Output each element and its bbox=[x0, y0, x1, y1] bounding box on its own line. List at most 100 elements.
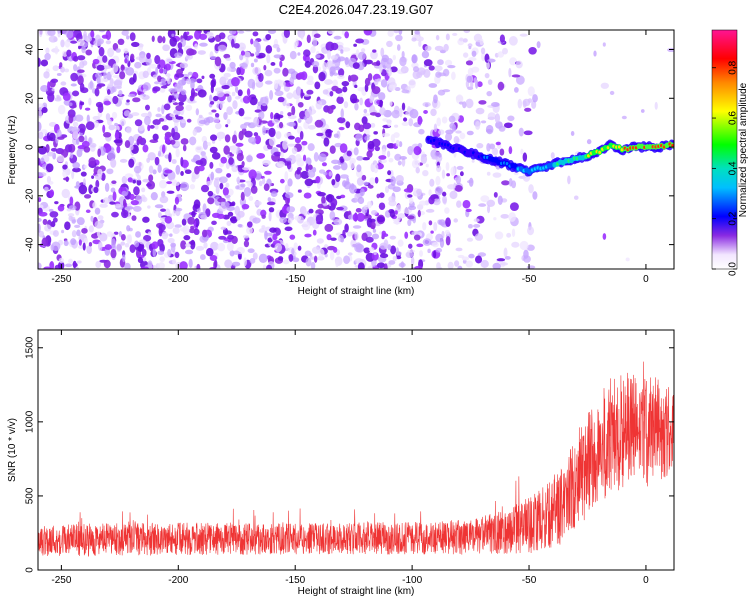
spectrogram-noise-blob bbox=[82, 60, 88, 66]
spectrogram-noise-blob bbox=[294, 137, 301, 144]
spectrogram-noise-blob bbox=[147, 205, 151, 209]
spectrogram-noise-blob bbox=[151, 241, 159, 249]
spectrogram-noise-blob bbox=[227, 211, 234, 217]
spectrogram-noise-blob bbox=[371, 251, 379, 261]
spectrogram-noise-blob bbox=[511, 228, 516, 238]
spectrogram-noise-blob bbox=[62, 92, 71, 101]
spectrogram-noise-blob bbox=[480, 120, 487, 124]
spectrogram-noise-blob bbox=[111, 86, 117, 93]
spectrogram-noise-blob bbox=[127, 177, 133, 183]
spectrogram-noise-blob bbox=[308, 208, 314, 214]
spectrogram-noise-blob bbox=[359, 188, 365, 197]
spectrogram-y-tick-label: -20 bbox=[25, 188, 36, 203]
spectrogram-noise-blob bbox=[157, 107, 161, 112]
spectrogram-noise-blob bbox=[44, 53, 51, 61]
spectrogram-noise-blob bbox=[225, 182, 230, 188]
spectrogram-noise-blob bbox=[128, 158, 135, 168]
spectrogram-noise-blob bbox=[355, 38, 365, 44]
spectrogram-noise-blob bbox=[155, 67, 159, 76]
spectrogram-x-ticks: -250 -200 -150 -100 -50 0 bbox=[51, 30, 649, 285]
spectrogram-noise-blob bbox=[86, 245, 92, 255]
colorbar-label: Normalized spectral amplitude bbox=[738, 82, 749, 217]
spectrogram-noise-blob bbox=[527, 226, 535, 236]
spectrogram-noise-blob bbox=[132, 179, 136, 184]
spectrogram-noise-blob bbox=[138, 43, 144, 48]
spectrogram-noise-blob bbox=[390, 245, 397, 255]
spectrogram-noise-blob bbox=[183, 235, 191, 241]
spectrogram-noise-blob bbox=[104, 244, 112, 251]
spectrogram-noise-blob bbox=[142, 257, 147, 262]
spectrogram-noise-blob bbox=[201, 229, 208, 238]
spectrogram-noise-blob bbox=[358, 124, 365, 132]
spectrogram-noise-blob bbox=[435, 175, 441, 186]
spectrogram-noise-blob bbox=[425, 208, 435, 213]
spectrogram-noise-blob bbox=[286, 92, 294, 99]
spectrogram-noise-blob bbox=[138, 95, 144, 99]
spectrogram-noise-blob bbox=[368, 247, 375, 252]
spectrogram-noise-blob bbox=[243, 240, 250, 248]
spectrogram-noise-blob bbox=[288, 254, 294, 262]
spectrogram-noise-blob bbox=[307, 75, 314, 83]
spectrogram-noise-blob bbox=[226, 241, 234, 252]
spectrogram-noise-blob bbox=[129, 244, 136, 253]
spectrogram-noise-blob bbox=[340, 237, 345, 243]
spectrogram-x-tick-label: -200 bbox=[168, 274, 188, 285]
spectrogram-noise-blob bbox=[427, 248, 431, 254]
spectrogram-noise-blob bbox=[295, 173, 301, 180]
spectrogram-noise-blob bbox=[41, 237, 49, 247]
spectrogram-noise-blob bbox=[284, 184, 290, 193]
spectrogram-noise-blob bbox=[486, 171, 491, 176]
spectrogram-noise-blob bbox=[495, 141, 501, 146]
spectrogram-noise-blob bbox=[206, 31, 214, 39]
spectrogram-noise-blob bbox=[328, 171, 333, 177]
spectrogram-noise-blob bbox=[60, 39, 65, 48]
spectrogram-noise-blob bbox=[322, 89, 329, 95]
spectrogram-noise-blob bbox=[497, 81, 505, 91]
spectrogram-noise-blob bbox=[366, 150, 373, 158]
spectrogram-noise-blob bbox=[433, 123, 438, 133]
spectrogram-noise-blob bbox=[97, 111, 103, 118]
snr-x-tick-label: -250 bbox=[51, 575, 71, 586]
spectrogram-noise-blob bbox=[63, 240, 69, 247]
spectrogram-noise-blob bbox=[268, 136, 276, 147]
spectrogram-noise-blob bbox=[416, 71, 423, 79]
spectrogram-noise-blob bbox=[376, 60, 381, 66]
spectrogram-noise-blob bbox=[354, 192, 359, 203]
spectrogram-noise-blob bbox=[215, 167, 223, 174]
spectrogram-noise-blob bbox=[172, 102, 179, 106]
spectrogram-noise-blob bbox=[211, 152, 221, 160]
spectrogram-noise-blob bbox=[172, 227, 180, 234]
spectrogram-noise-blob bbox=[373, 163, 379, 174]
spectrogram-noise-blob bbox=[468, 253, 475, 259]
spectrogram-noise-blob bbox=[60, 66, 65, 73]
spectrogram-noise-blob bbox=[159, 256, 166, 263]
spectrogram-noise-blob bbox=[398, 30, 403, 36]
spectrogram-noise-blob bbox=[431, 156, 439, 160]
spectrogram-noise-blob bbox=[442, 191, 447, 197]
spectrogram-noise-blob bbox=[91, 175, 95, 179]
spectrogram-noise-blob bbox=[123, 110, 131, 117]
spectrogram-noise-blob bbox=[160, 85, 168, 89]
spectrogram-noise-blob bbox=[411, 231, 421, 236]
spectrogram-noise-blob bbox=[218, 32, 226, 40]
spectrogram-noise-blob bbox=[97, 168, 103, 177]
spectrogram-noise-blob bbox=[315, 54, 321, 59]
spectrogram-noise-blob bbox=[428, 220, 433, 226]
spectrogram-noise-blob bbox=[107, 83, 114, 88]
spectrogram-noise-blob bbox=[56, 73, 62, 77]
spectrogram-noise-blob bbox=[401, 68, 406, 73]
spectrogram-noise-blob bbox=[181, 77, 186, 86]
spectrogram-noise-blob bbox=[438, 129, 445, 135]
spectrogram-noise-blob bbox=[157, 150, 162, 157]
spectrogram-noise-blob bbox=[353, 147, 359, 156]
spectrogram-noise-blob bbox=[526, 265, 536, 269]
spectrogram-noise-blob bbox=[193, 199, 201, 210]
spectrogram-noise-blob bbox=[382, 118, 388, 122]
spectrogram-noise-blob bbox=[133, 165, 142, 174]
spectrogram-noise-blob bbox=[389, 209, 396, 218]
spectrogram-x-tick-label: -50 bbox=[522, 274, 537, 285]
spectrogram-noise-blob bbox=[372, 228, 377, 233]
spectrogram-noise-blob bbox=[134, 61, 142, 69]
spectrogram-noise-blob bbox=[147, 231, 152, 236]
spectrogram-noise-blob bbox=[102, 55, 108, 63]
